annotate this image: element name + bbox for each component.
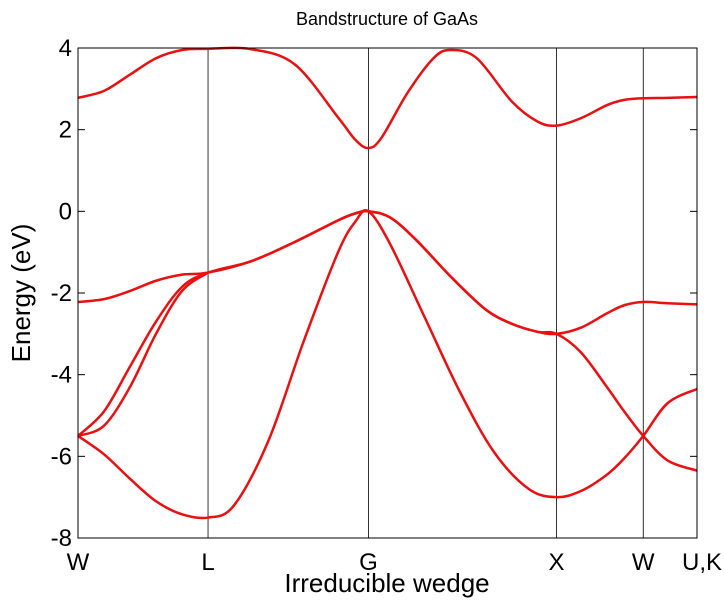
band-line-5 — [77, 271, 209, 438]
y-ticks: -8 -6 -4 -2 0 2 4 — [51, 35, 697, 552]
band-line-3 — [77, 209, 698, 472]
y-tick-label: -4 — [51, 362, 72, 389]
x-ticks: W L G X W U,K — [67, 549, 722, 576]
y-tick-label: 4 — [59, 35, 72, 62]
x-tick-label: W — [67, 549, 90, 576]
y-tick-label: -2 — [51, 280, 72, 307]
chart-title: Bandstructure of GaAs — [296, 9, 478, 29]
x-tick-label: X — [549, 549, 565, 576]
x-tick-label: W — [632, 549, 655, 576]
plot-frame — [77, 47, 698, 539]
y-tick-label: 2 — [59, 117, 72, 144]
x-tick-label: L — [201, 549, 214, 576]
x-axis-label: Irreducible wedge — [284, 568, 489, 598]
band-lines — [77, 46, 698, 520]
y-axis-label: Energy (eV) — [6, 224, 36, 363]
band-line-2 — [77, 209, 698, 336]
kpoint-lines — [207, 48, 644, 538]
band-line-4 — [77, 209, 698, 520]
y-tick-label: -6 — [51, 443, 72, 470]
band-line-1 — [77, 46, 698, 150]
y-tick-label: 0 — [59, 198, 72, 225]
x-tick-label: G — [359, 549, 378, 576]
x-tick-label: U,K — [682, 549, 722, 576]
y-tick-label: -8 — [51, 525, 72, 552]
